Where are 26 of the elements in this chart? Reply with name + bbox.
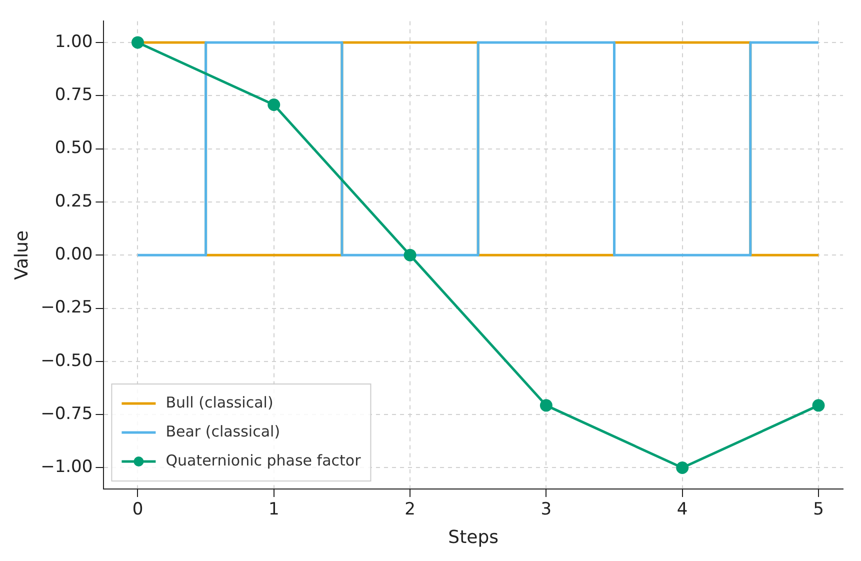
point: [676, 461, 689, 474]
x-tick-label: 1: [268, 500, 280, 520]
point: [540, 399, 552, 412]
legend-label: Bear (classical): [166, 422, 280, 440]
y-tick-label: 0.50: [54, 138, 93, 158]
legend-label: Quaternionic phase factor: [166, 451, 362, 470]
y-tick-label: −0.75: [40, 404, 93, 424]
point: [812, 399, 825, 412]
y-tick-label: 0.75: [54, 85, 93, 106]
x-tick-label: 0: [132, 500, 144, 520]
y-tick-label: −0.25: [40, 298, 93, 318]
legend-label: Bull (classical): [166, 393, 274, 412]
x-tick-label: 5: [813, 500, 824, 520]
x-tick-label: 3: [540, 500, 552, 520]
point: [404, 248, 416, 262]
point: [268, 98, 280, 112]
y-tick-label: −1.00: [40, 457, 93, 478]
x-tick-label: 2: [404, 500, 416, 520]
y-axis-title: Value: [11, 230, 32, 280]
x-axis-title: Steps: [448, 526, 499, 548]
y-tick-label: −0.50: [40, 350, 93, 371]
y-tick-label: 1.00: [54, 32, 93, 52]
y-tick-label: 0.25: [54, 191, 93, 212]
point: [131, 36, 144, 49]
y-tick-label: 0.00: [54, 244, 93, 265]
x-tick-label: 4: [676, 500, 688, 520]
